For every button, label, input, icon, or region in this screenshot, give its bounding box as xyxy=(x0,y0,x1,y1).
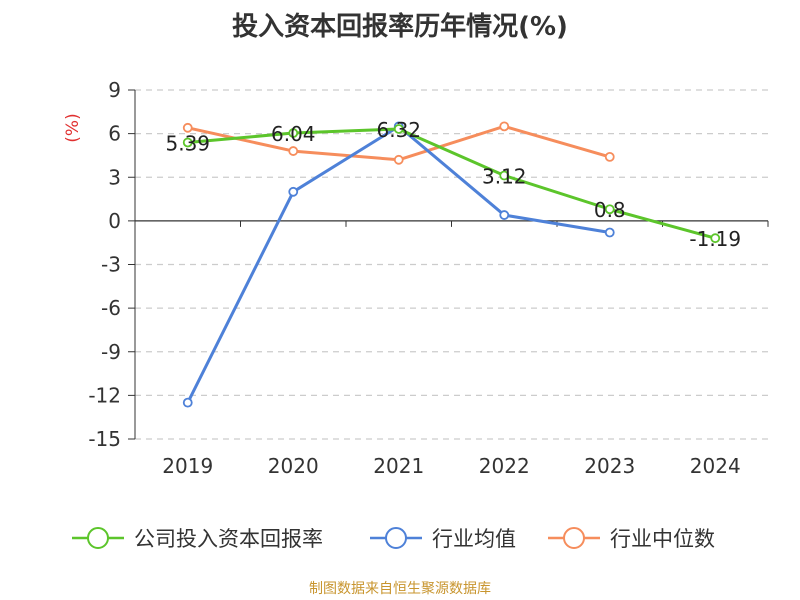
y-tick-label: -15 xyxy=(88,427,121,451)
x-tick-label: 2020 xyxy=(268,454,319,478)
data-point xyxy=(288,128,299,138)
data-point xyxy=(182,137,193,148)
y-axis-label: (%) xyxy=(63,113,83,142)
x-tick-label: 2022 xyxy=(479,454,530,478)
y-tick-label: 0 xyxy=(108,209,121,233)
legend-label: 行业均值 xyxy=(432,527,516,551)
x-tick-label: 2021 xyxy=(373,454,424,478)
data-point xyxy=(393,124,404,134)
data-point xyxy=(499,210,510,220)
y-tick-label: 3 xyxy=(108,165,121,189)
legend-label: 公司投入资本回报率 xyxy=(134,527,323,551)
x-tick-label: 2023 xyxy=(584,454,635,478)
data-label: 6.04 xyxy=(271,122,316,146)
series-line xyxy=(187,127,716,240)
data-point xyxy=(604,151,615,162)
legend-marker xyxy=(385,527,407,549)
data-point xyxy=(499,170,510,181)
x-tick-label: 2024 xyxy=(690,454,741,478)
legend-marker xyxy=(563,527,585,549)
data-point xyxy=(604,204,615,215)
data-point xyxy=(604,227,615,238)
data-point xyxy=(393,154,404,165)
source-note: 制图数据来自恒生聚源数据库 xyxy=(309,581,491,597)
data-point xyxy=(288,146,299,156)
legend-marker xyxy=(87,527,109,549)
y-tick-label: 6 xyxy=(108,122,121,146)
data-label: 0.8 xyxy=(594,198,626,222)
x-tick-label: 2019 xyxy=(162,454,213,478)
data-label: 5.39 xyxy=(165,131,210,155)
legend-label: 行业中位数 xyxy=(610,527,715,551)
data-label: 3.12 xyxy=(482,165,527,189)
data-point xyxy=(499,121,510,132)
y-tick-label: 9 xyxy=(108,78,121,102)
data-point xyxy=(710,233,721,244)
data-label: -1.19 xyxy=(689,227,741,251)
data-label: 6.32 xyxy=(376,118,421,142)
chart-title: 投入资本回报率历年情况(%) xyxy=(232,12,568,42)
y-tick-label: -6 xyxy=(101,296,121,320)
data-point xyxy=(182,397,193,408)
y-tick-label: -9 xyxy=(101,340,121,364)
data-point xyxy=(288,186,299,197)
y-tick-label: -12 xyxy=(88,383,121,407)
y-tick-label: -3 xyxy=(101,253,121,277)
data-point xyxy=(182,122,193,133)
